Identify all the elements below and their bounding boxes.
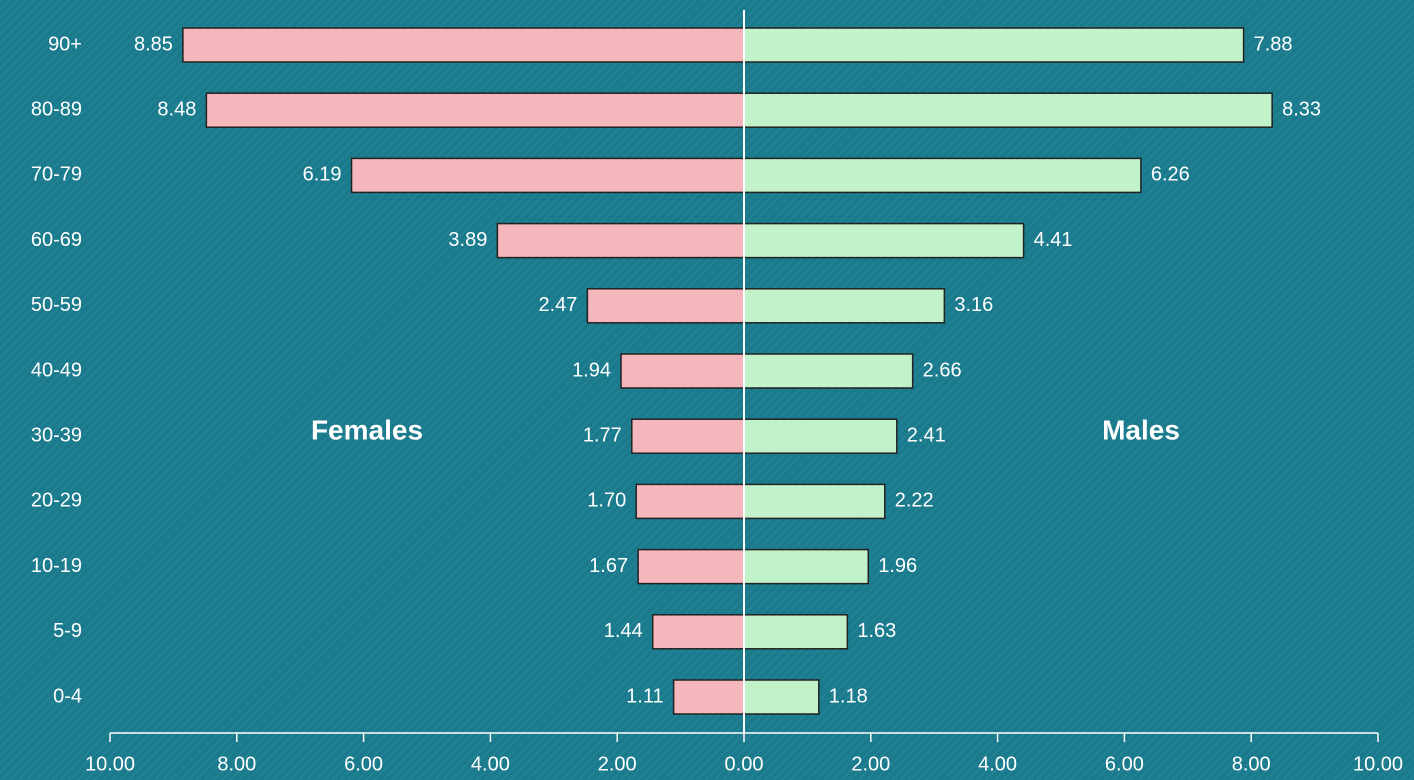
x-tick-label: 4.00 [471, 753, 510, 775]
x-tick-label: 8.00 [1232, 753, 1271, 775]
bar [586, 288, 745, 324]
value-label: 1.63 [857, 620, 896, 642]
bar [743, 222, 1025, 259]
y-tick-label: 80-89 [31, 98, 82, 120]
value-label: 1.44 [604, 620, 643, 642]
x-tick-label: 4.00 [978, 753, 1017, 775]
x-tick-label: 10.00 [1353, 753, 1403, 775]
bar [496, 222, 745, 259]
bar [205, 92, 745, 128]
bar [743, 418, 898, 454]
x-tick-label: 8.00 [217, 753, 256, 775]
x-tick-label: 6.00 [1105, 753, 1144, 775]
y-tick-label: 10-19 [31, 555, 82, 577]
y-tick-label: 30-39 [31, 424, 82, 446]
value-label: 1.18 [829, 685, 868, 707]
value-label: 7.88 [1254, 33, 1293, 55]
value-label: 2.66 [923, 359, 962, 381]
bar [743, 614, 849, 650]
x-tick-label: 2.00 [598, 753, 637, 775]
bar [743, 27, 1245, 63]
value-label: 6.26 [1151, 164, 1190, 186]
bar [743, 353, 914, 389]
bar [350, 157, 745, 194]
value-label: 1.11 [626, 685, 663, 707]
bar [743, 548, 870, 585]
value-label: 8.33 [1282, 98, 1321, 120]
value-label: 4.41 [1034, 229, 1073, 251]
value-label: 1.67 [589, 555, 628, 577]
value-label: 2.47 [538, 294, 577, 316]
bar [743, 92, 1273, 128]
value-label: 2.41 [907, 424, 946, 446]
value-label: 1.94 [572, 359, 611, 381]
bar [651, 614, 745, 650]
value-label: 3.89 [448, 229, 487, 251]
value-label: 1.77 [583, 424, 622, 446]
bar [743, 483, 886, 520]
x-tick-label: 6.00 [344, 753, 383, 775]
value-label: 8.85 [134, 33, 173, 55]
y-tick-label: 5-9 [53, 620, 82, 642]
value-label: 1.70 [587, 490, 626, 512]
bar [672, 679, 745, 715]
value-label: 6.19 [303, 164, 342, 186]
y-tick-label: 0-4 [53, 685, 82, 707]
y-tick-label: 20-29 [31, 490, 82, 512]
x-tick-label: 0.00 [725, 753, 764, 775]
value-label: 3.16 [954, 294, 993, 316]
x-tick-label: 2.00 [851, 753, 890, 775]
y-tick-label: 70-79 [31, 164, 82, 186]
bar [631, 418, 745, 454]
bar [743, 679, 820, 715]
value-label: 8.48 [157, 98, 196, 120]
bar [637, 548, 745, 585]
series-label: Males [1102, 414, 1180, 445]
y-tick-label: 50-59 [31, 294, 82, 316]
y-tick-label: 40-49 [31, 359, 82, 381]
value-label: 2.22 [895, 490, 934, 512]
bar [635, 483, 745, 520]
y-tick-label: 90+ [48, 33, 82, 55]
bar [182, 27, 745, 63]
x-tick-label: 10.00 [85, 753, 135, 775]
value-label: 1.96 [878, 555, 917, 577]
bar [743, 157, 1142, 194]
bar [620, 353, 745, 389]
y-tick-label: 60-69 [31, 229, 82, 251]
bar [743, 288, 946, 324]
series-label: Females [311, 414, 423, 445]
